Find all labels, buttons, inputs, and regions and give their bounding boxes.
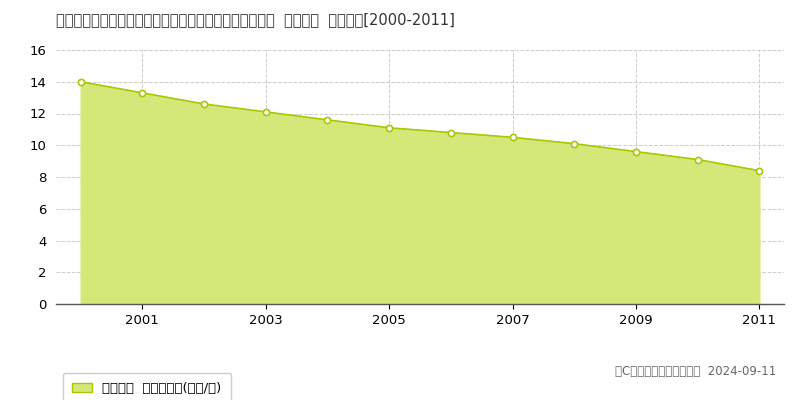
Point bbox=[382, 124, 395, 131]
Text: （C）土地価格ドットコム  2024-09-11: （C）土地価格ドットコム 2024-09-11 bbox=[614, 365, 776, 378]
Point bbox=[74, 78, 87, 85]
Point bbox=[321, 117, 334, 123]
Point bbox=[630, 148, 642, 155]
Point bbox=[198, 101, 210, 107]
Legend: 地価公示  平均坪単価(万円/坪): 地価公示 平均坪単価(万円/坪) bbox=[62, 373, 230, 400]
Point bbox=[445, 129, 458, 136]
Point bbox=[568, 140, 581, 147]
Text: 栃木県芳賀郡芳賀町大字下高根沢字座王３９９８番９外  地価公示  地価推移[2000-2011]: 栃木県芳賀郡芳賀町大字下高根沢字座王３９９８番９外 地価公示 地価推移[2000… bbox=[56, 12, 455, 27]
Point bbox=[753, 168, 766, 174]
Point bbox=[259, 109, 272, 115]
Point bbox=[136, 90, 149, 96]
Point bbox=[506, 134, 519, 140]
Point bbox=[691, 156, 704, 163]
